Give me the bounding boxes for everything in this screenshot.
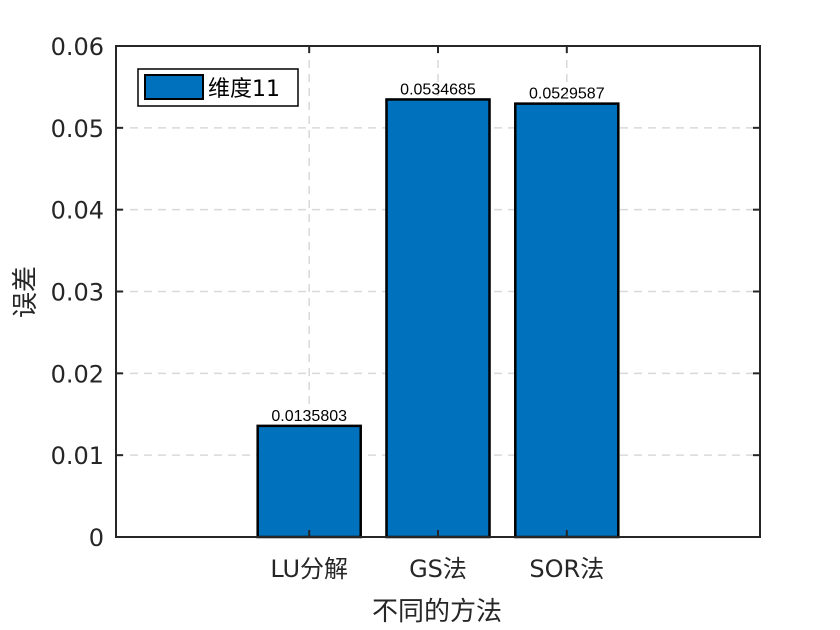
bar (385, 98, 491, 539)
bar-value-label: 0.0135803 (271, 408, 347, 425)
y-tick-label: 0.04 (51, 197, 104, 225)
legend-swatch (144, 74, 204, 100)
legend-label: 维度11 (208, 77, 280, 102)
bar (514, 102, 620, 539)
y-tick-label: 0.03 (51, 279, 104, 307)
axes-frame (115, 45, 761, 538)
x-tick-label: LU分解 (270, 555, 348, 583)
bars (256, 98, 620, 539)
y-tick-label: 0 (89, 524, 104, 552)
y-tick-label: 0.06 (51, 33, 104, 61)
y-axis-title: 误差 (11, 266, 41, 318)
y-tick-label: 0.02 (51, 360, 104, 388)
data-labels: 0.0135803 0.0534685 0.0529587 (271, 81, 604, 424)
bar-value-label: 0.0534685 (400, 81, 476, 98)
x-tick-label: SOR法 (529, 555, 604, 583)
bar (256, 424, 362, 539)
x-axis-title: 不同的方法 (372, 597, 502, 627)
y-tick-label: 0.05 (51, 115, 104, 143)
tick-labels: 0 0.01 0.02 0.03 0.04 0.05 0.06 LU分解 GS法 SOR法 (51, 33, 605, 583)
bar-value-label: 0.0529587 (529, 86, 605, 103)
legend: 维度11 (137, 68, 299, 107)
y-tick-label: 0.01 (51, 442, 104, 470)
x-tick-label: GS法 (409, 555, 467, 583)
